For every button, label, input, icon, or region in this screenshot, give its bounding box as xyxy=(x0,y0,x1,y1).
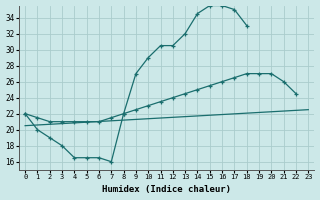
X-axis label: Humidex (Indice chaleur): Humidex (Indice chaleur) xyxy=(102,185,231,194)
